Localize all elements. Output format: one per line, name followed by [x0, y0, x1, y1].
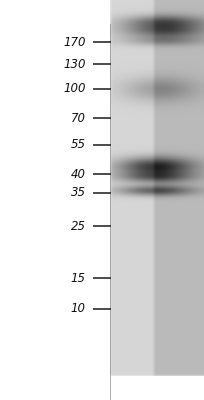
Text: 100: 100 — [63, 82, 86, 95]
Text: 35: 35 — [71, 186, 86, 199]
Text: 70: 70 — [71, 112, 86, 124]
Text: 40: 40 — [71, 168, 86, 180]
Text: 15: 15 — [71, 272, 86, 284]
Text: 170: 170 — [63, 36, 86, 48]
Text: 130: 130 — [63, 58, 86, 70]
Text: 55: 55 — [71, 138, 86, 151]
Text: 10: 10 — [71, 302, 86, 315]
Text: 25: 25 — [71, 220, 86, 232]
